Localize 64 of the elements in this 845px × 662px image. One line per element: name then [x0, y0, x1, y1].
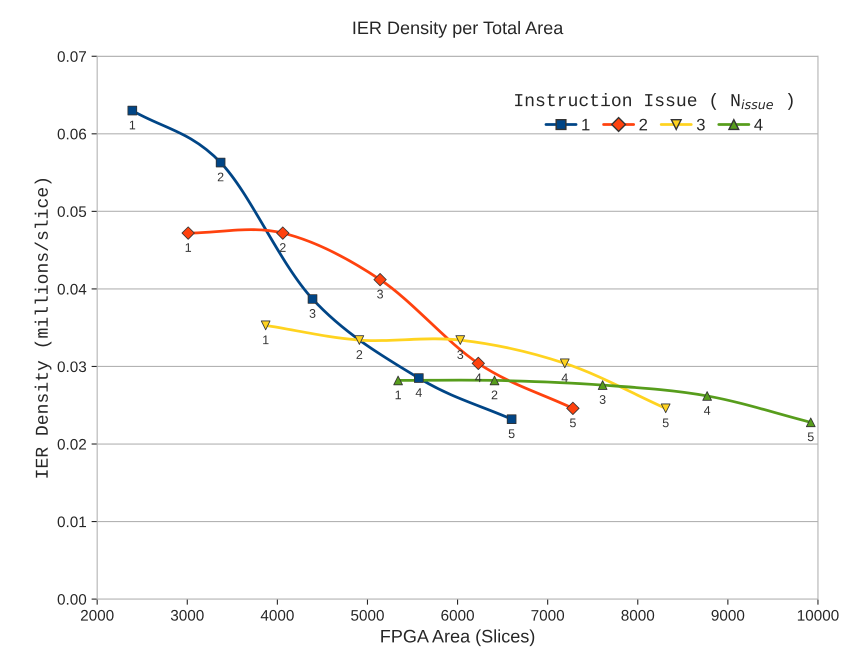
annotation: 5 [808, 432, 814, 442]
annotation: 3 [600, 395, 606, 404]
point [354, 335, 364, 345]
point [455, 335, 466, 345]
annotation: 5 [662, 418, 669, 428]
x-tick-label: 5000 [351, 610, 384, 621]
legend-label: 1 [582, 118, 590, 130]
annotation: 4 [416, 388, 422, 397]
annotation: 1 [130, 120, 136, 130]
chart-title: IER Density per Total Area [354, 20, 564, 38]
x-tick-label: 9000 [712, 610, 744, 621]
x-tick-label: 3000 [170, 610, 204, 621]
annotation: 2 [280, 243, 286, 252]
legend-title: Instruction Issue ( N$_{issue}$ ) [515, 92, 793, 110]
point [260, 320, 270, 330]
annotation: 1 [396, 390, 401, 400]
point [308, 294, 318, 304]
legend-label: 2 [639, 118, 648, 130]
y-tick-label: 0.07 [58, 51, 86, 62]
point [182, 226, 195, 240]
point [276, 226, 290, 240]
annotation: 5 [570, 418, 576, 428]
y-tick-label: 0.00 [58, 594, 86, 605]
annotation: 3 [457, 350, 464, 359]
annotation: 2 [492, 390, 498, 400]
point [128, 106, 138, 116]
point [472, 356, 485, 370]
y-tick-label: 0.06 [58, 128, 86, 140]
annotation: 2 [218, 172, 224, 182]
point [414, 373, 424, 383]
point [806, 417, 816, 428]
x-axis-title: FPGA Area (Slices) [381, 629, 534, 646]
y-tick-label: 0.03 [58, 361, 86, 372]
point [702, 391, 712, 401]
annotation: 4 [562, 374, 568, 382]
x-tick-label: 2000 [80, 610, 114, 621]
point [598, 380, 608, 390]
x-tick-label: 4000 [260, 610, 294, 621]
point [373, 272, 387, 286]
point [393, 376, 403, 386]
annotation: 3 [310, 309, 316, 318]
x-tick-label: 7000 [531, 610, 564, 621]
y-tick-label: 0.02 [58, 438, 86, 450]
x-tick-label: 8000 [621, 610, 654, 621]
y-tick-label: 0.01 [58, 516, 86, 528]
annotation: 1 [186, 243, 192, 252]
y-tick-label: 0.05 [58, 206, 86, 218]
y-tick-label: 0.04 [58, 284, 86, 295]
point [490, 376, 500, 386]
point [216, 158, 226, 168]
point [560, 358, 570, 368]
point [506, 414, 516, 424]
point [660, 404, 671, 414]
annotation: 3 [377, 290, 384, 299]
legend-label: 3 [696, 118, 705, 131]
x-tick-label: 10000 [798, 610, 839, 621]
x-tick-label: 6000 [441, 610, 474, 621]
point [566, 402, 580, 415]
annotation: 2 [356, 350, 362, 359]
annotation: 5 [508, 429, 515, 438]
y-axis-title: IER Density (millions/slice) [34, 179, 52, 478]
legend-label: 4 [754, 118, 763, 130]
annotation: 1 [263, 336, 269, 344]
annotation: 4 [704, 406, 710, 415]
